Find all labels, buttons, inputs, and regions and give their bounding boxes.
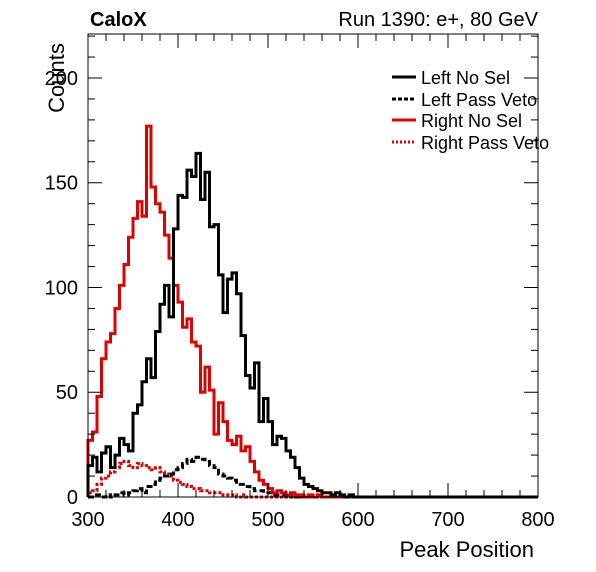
chart-title-right: Run 1390: e+, 80 GeV <box>338 9 538 31</box>
ticks-layer: 300 400 500 600 700 800 0 50 100 150 200 <box>45 34 555 531</box>
legend-label-left-pass-veto: Left Pass Veto <box>421 90 537 110</box>
x-tick-label: 400 <box>161 509 194 531</box>
legend-label-left-no-sel: Left No Sel <box>421 68 510 88</box>
y-tick-label: 50 <box>56 382 78 404</box>
series-right-no-sel <box>86 124 538 499</box>
legend-label-right-pass-veto: Right Pass Veto <box>421 133 549 153</box>
x-axis-label: Peak Position <box>399 537 534 562</box>
legend: Left No Sel Left Pass Veto Right No Sel … <box>392 68 549 153</box>
y-tick-label: 100 <box>45 277 78 299</box>
x-tick-label: 300 <box>71 509 104 531</box>
series-left-no-sel <box>86 151 538 499</box>
chart-title-left: CaloX <box>90 9 147 31</box>
x-tick-label: 600 <box>341 509 374 531</box>
series-right-pass-veto <box>86 459 538 499</box>
series-layer <box>86 124 538 499</box>
y-tick-label: 150 <box>45 173 78 195</box>
x-tick-label: 500 <box>251 509 284 531</box>
legend-label-right-no-sel: Right No Sel <box>421 111 522 131</box>
x-tick-label: 700 <box>431 509 464 531</box>
plot-frame <box>87 33 539 498</box>
y-axis-label: Counts <box>44 43 69 113</box>
y-tick-label: 200 <box>45 68 78 90</box>
y-tick-label: 0 <box>67 487 78 509</box>
x-tick-label: 800 <box>521 509 554 531</box>
